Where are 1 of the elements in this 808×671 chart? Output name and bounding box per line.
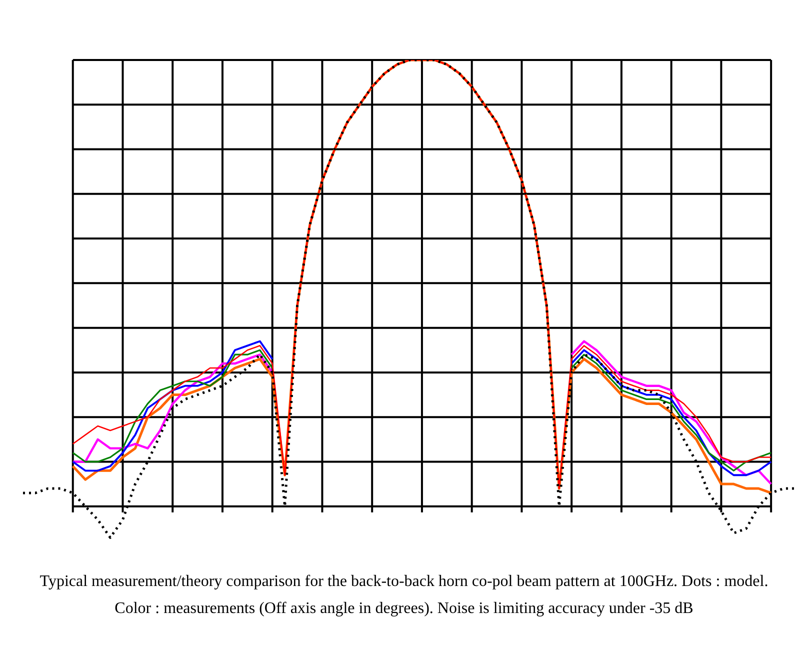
text: Typical measurement/theory comparison for the back-to-back horn co-pol beam pattern at 100GHz. Dots : model. Color : measurements (Off axis angle in degrees). Noise is limiting accuracy under -35 dB (38, 572, 770, 619)
